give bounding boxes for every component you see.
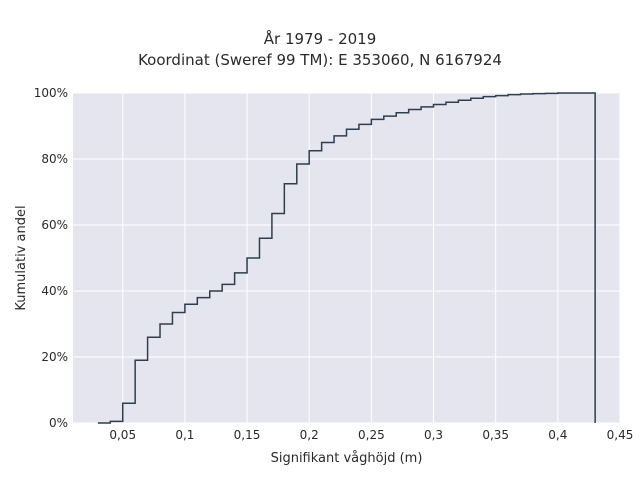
y-axis-title: Kumulativ andel	[14, 205, 29, 310]
y-tick-label: 60%	[41, 218, 68, 232]
chart-subtitle: Koordinat (Sweref 99 TM): E 353060, N 61…	[138, 51, 502, 69]
data-layer	[97, 92, 596, 424]
y-tick-label: 20%	[41, 350, 68, 364]
y-tick-label: 40%	[41, 284, 68, 298]
y-tick-label: 80%	[41, 152, 68, 166]
x-tick-label: 0,3	[424, 428, 443, 442]
x-tick-label: 0,45	[607, 428, 634, 442]
y-tick-label: 100%	[34, 86, 68, 100]
y-tick-label: 0%	[49, 416, 68, 430]
x-tick-label: 0,15	[234, 428, 261, 442]
cumulative-step-line	[97, 92, 596, 424]
grid	[73, 92, 621, 424]
x-tick-label: 0,25	[358, 428, 385, 442]
x-axis: 0,05 0,1 0,15 0,2 0,25 0,3 0,35 0,4 0,45	[109, 428, 633, 442]
x-tick-label: 0,4	[548, 428, 567, 442]
x-tick-label: 0,2	[300, 428, 319, 442]
y-axis: 0% 20% 40% 60% 80% 100%	[34, 86, 68, 430]
plot-area	[73, 93, 620, 423]
x-tick-label: 0,05	[109, 428, 136, 442]
x-axis-title: Signifikant våghöjd (m)	[271, 451, 423, 466]
chart-title: År 1979 - 2019	[263, 30, 377, 48]
x-tick-label: 0,1	[175, 428, 194, 442]
x-tick-label: 0,35	[482, 428, 509, 442]
